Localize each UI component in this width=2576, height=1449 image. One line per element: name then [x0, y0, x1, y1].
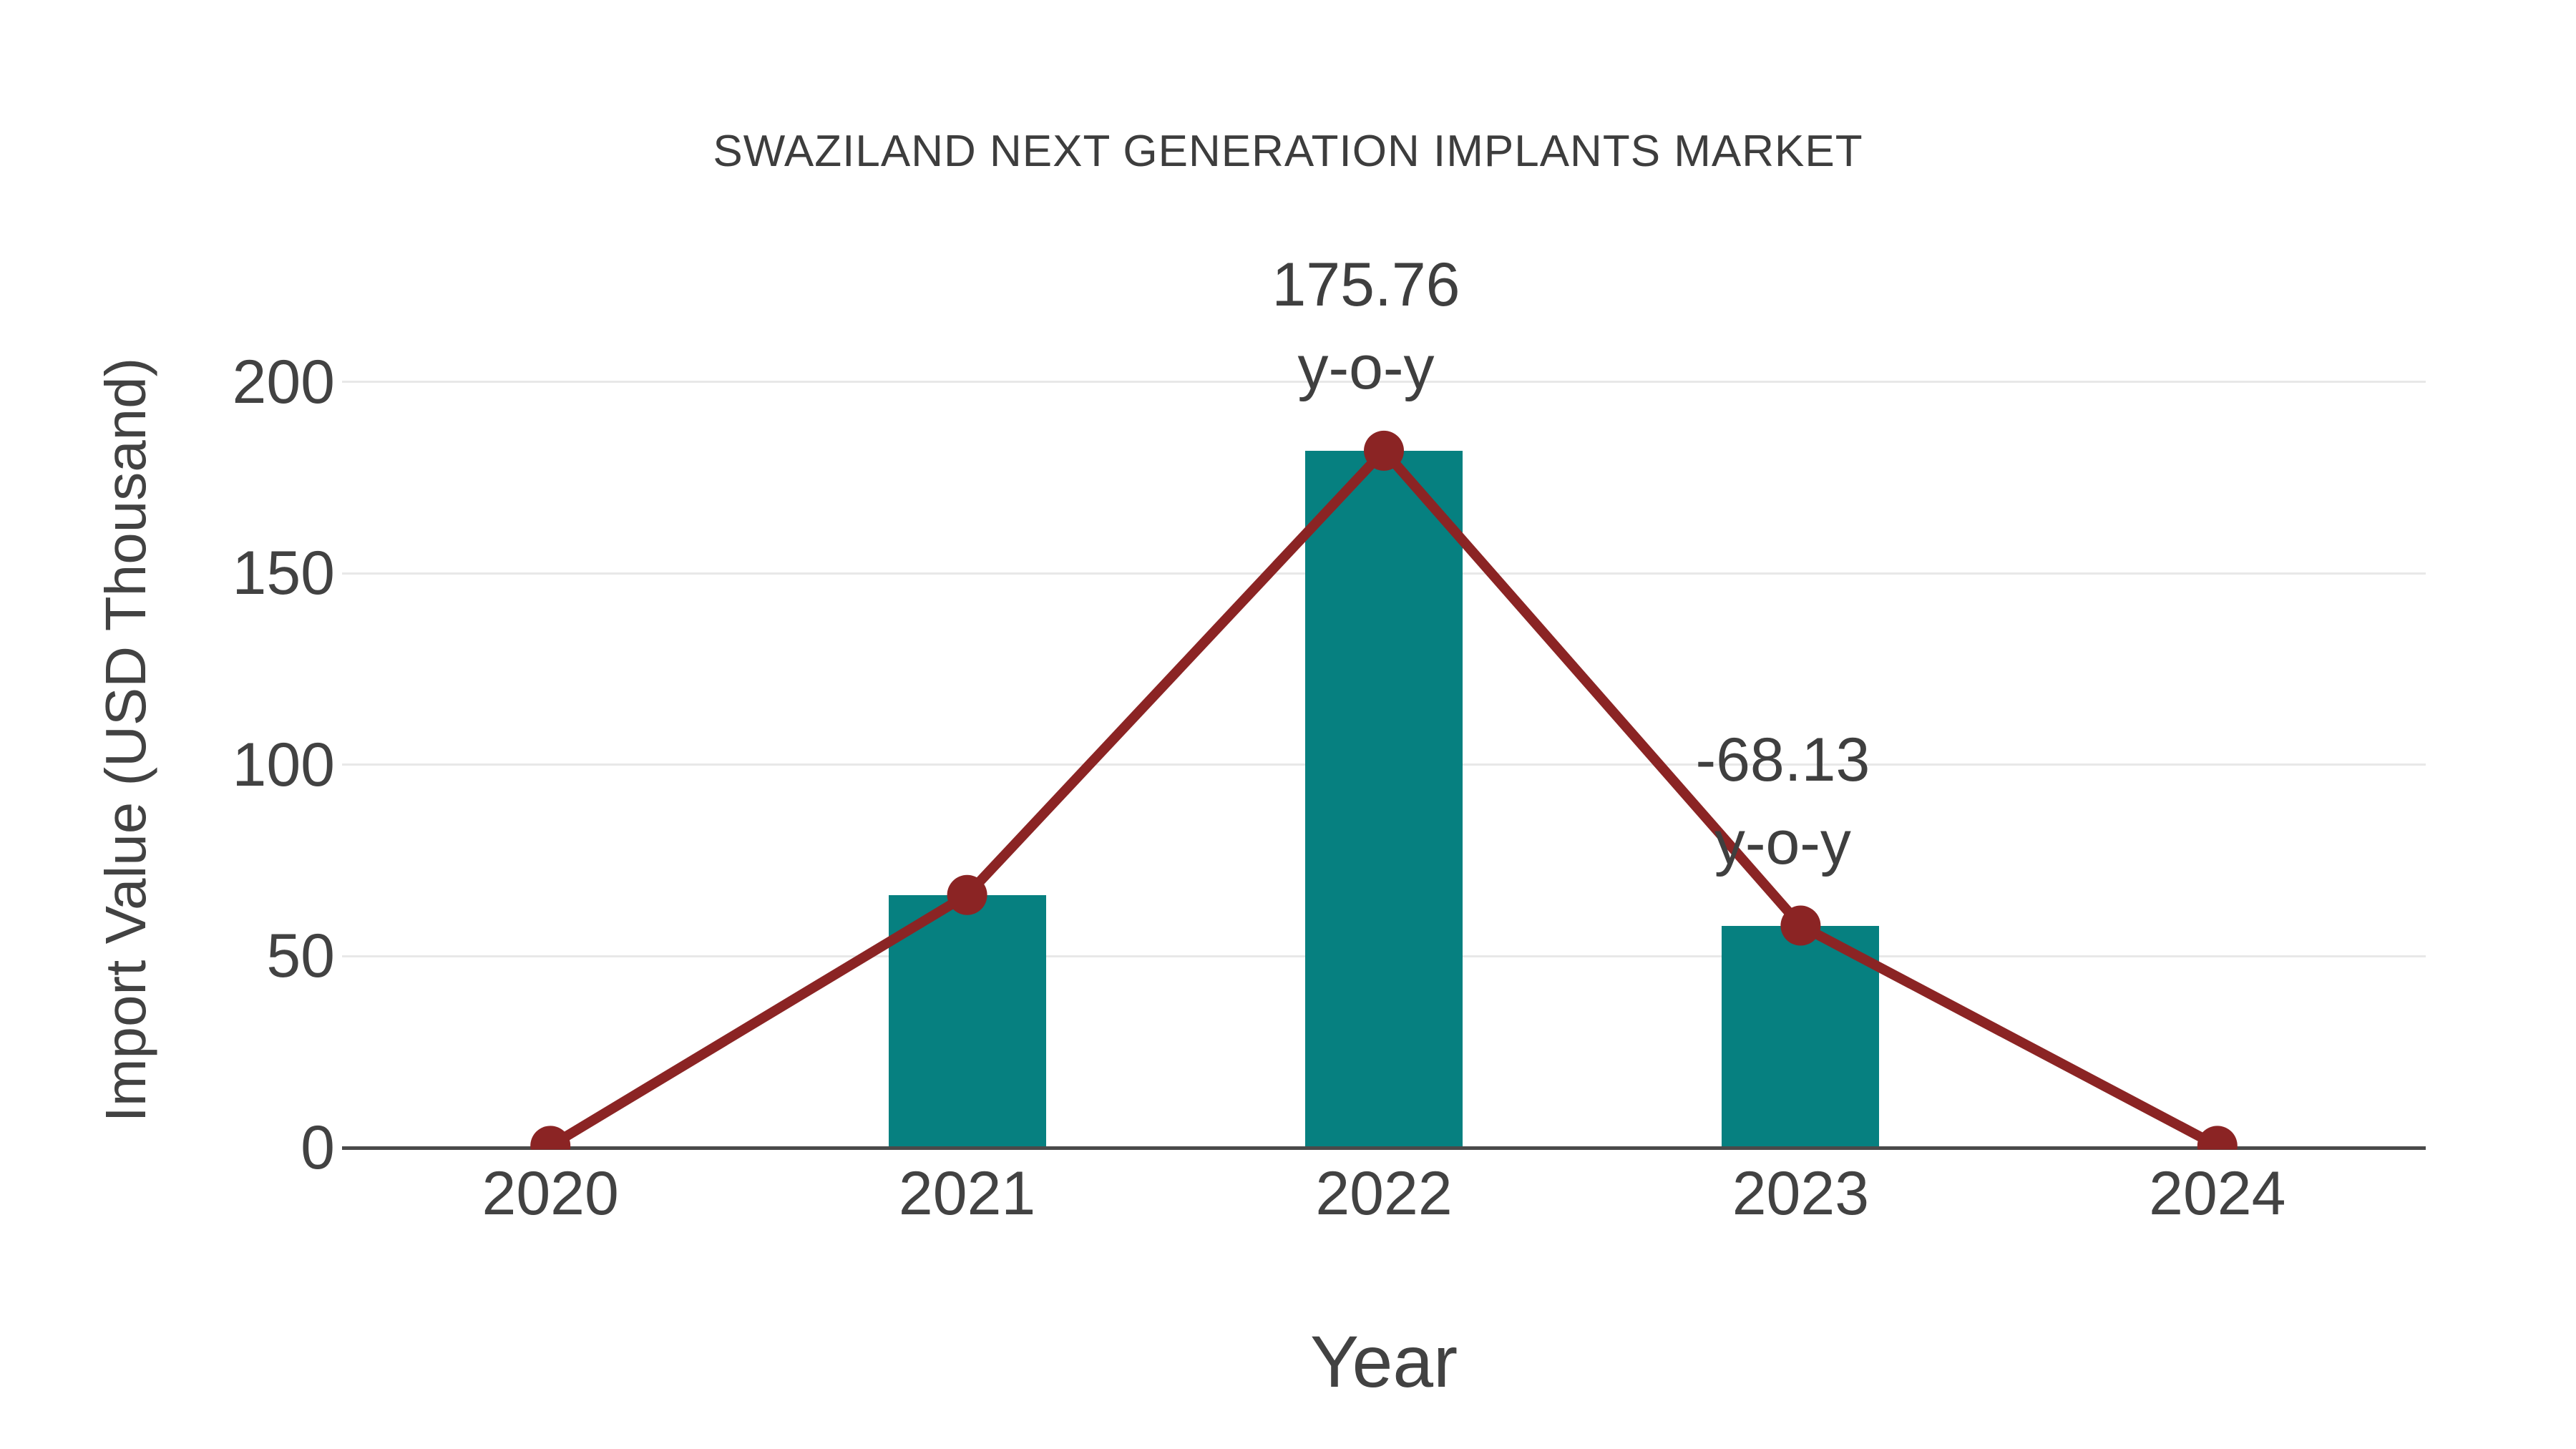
x-tick-label-2023: 2023: [1732, 1159, 1870, 1228]
x-axis-line: [342, 1146, 2426, 1150]
annotation-line: -68.13: [1695, 725, 1870, 794]
y-tick-label-200: 200: [232, 347, 336, 416]
y-tick-label-100: 100: [232, 730, 336, 799]
annotation-line: 175.76: [1272, 250, 1460, 319]
data-point-marker-2020: [530, 1126, 571, 1150]
bar-2023: [1722, 925, 1880, 1148]
y-tick-label-0: 0: [301, 1113, 335, 1182]
annotation-line: y-o-y: [1714, 808, 1851, 877]
x-tick-label-2020: 2020: [482, 1159, 619, 1228]
data-point-marker-2022: [1364, 430, 1404, 471]
x-tick-label-2021: 2021: [898, 1159, 1036, 1228]
annotation-2023: -68.13 y-o-y: [1532, 718, 2033, 884]
gridline-200: [342, 381, 2426, 383]
x-axis-title: Year: [1309, 1321, 1458, 1402]
chart-title: SWAZILAND NEXT GENERATION IMPLANTS MARKE…: [713, 127, 1863, 176]
data-point-marker-2023: [1780, 905, 1821, 946]
bar-2021: [888, 894, 1046, 1148]
x-tick-label-2024: 2024: [2149, 1159, 2286, 1228]
data-point-marker-2021: [947, 874, 987, 915]
y-tick-label-50: 50: [266, 922, 335, 991]
annotation-2022: 175.76 y-o-y: [1116, 243, 1616, 409]
x-tick-label-2022: 2022: [1315, 1159, 1453, 1228]
data-point-marker-2024: [2197, 1126, 2238, 1150]
bar-2022: [1305, 450, 1463, 1148]
y-tick-label-150: 150: [232, 539, 336, 608]
annotation-line: y-o-y: [1297, 333, 1435, 402]
